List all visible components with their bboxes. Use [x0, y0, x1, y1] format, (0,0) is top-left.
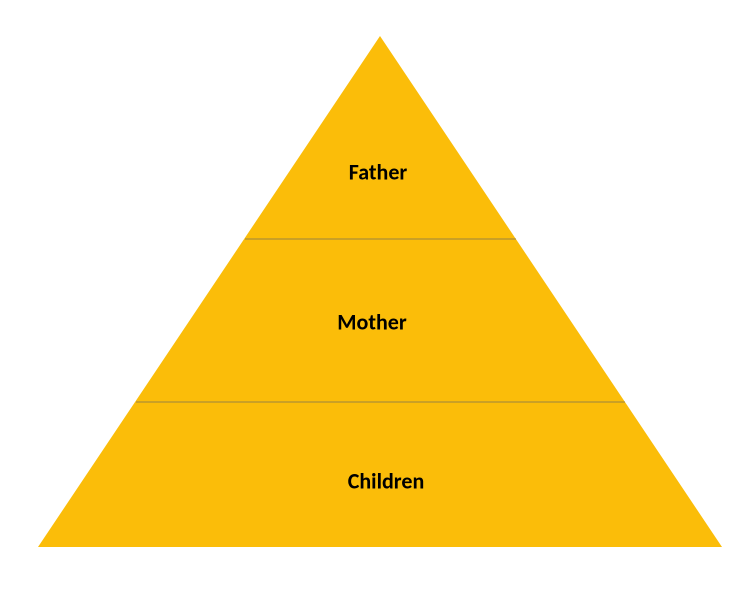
tier-label-middle: Mother	[337, 309, 406, 336]
tier-label-top: Father	[349, 159, 407, 186]
tier-label-bottom: Children	[348, 468, 425, 495]
pyramid-diagram: Father Mother Children	[0, 0, 756, 593]
pyramid-svg	[0, 0, 756, 593]
